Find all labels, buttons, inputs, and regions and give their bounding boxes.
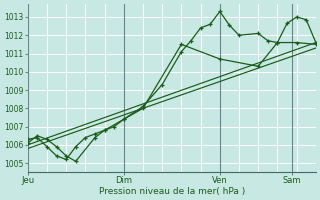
X-axis label: Pression niveau de la mer( hPa ): Pression niveau de la mer( hPa )	[99, 187, 245, 196]
